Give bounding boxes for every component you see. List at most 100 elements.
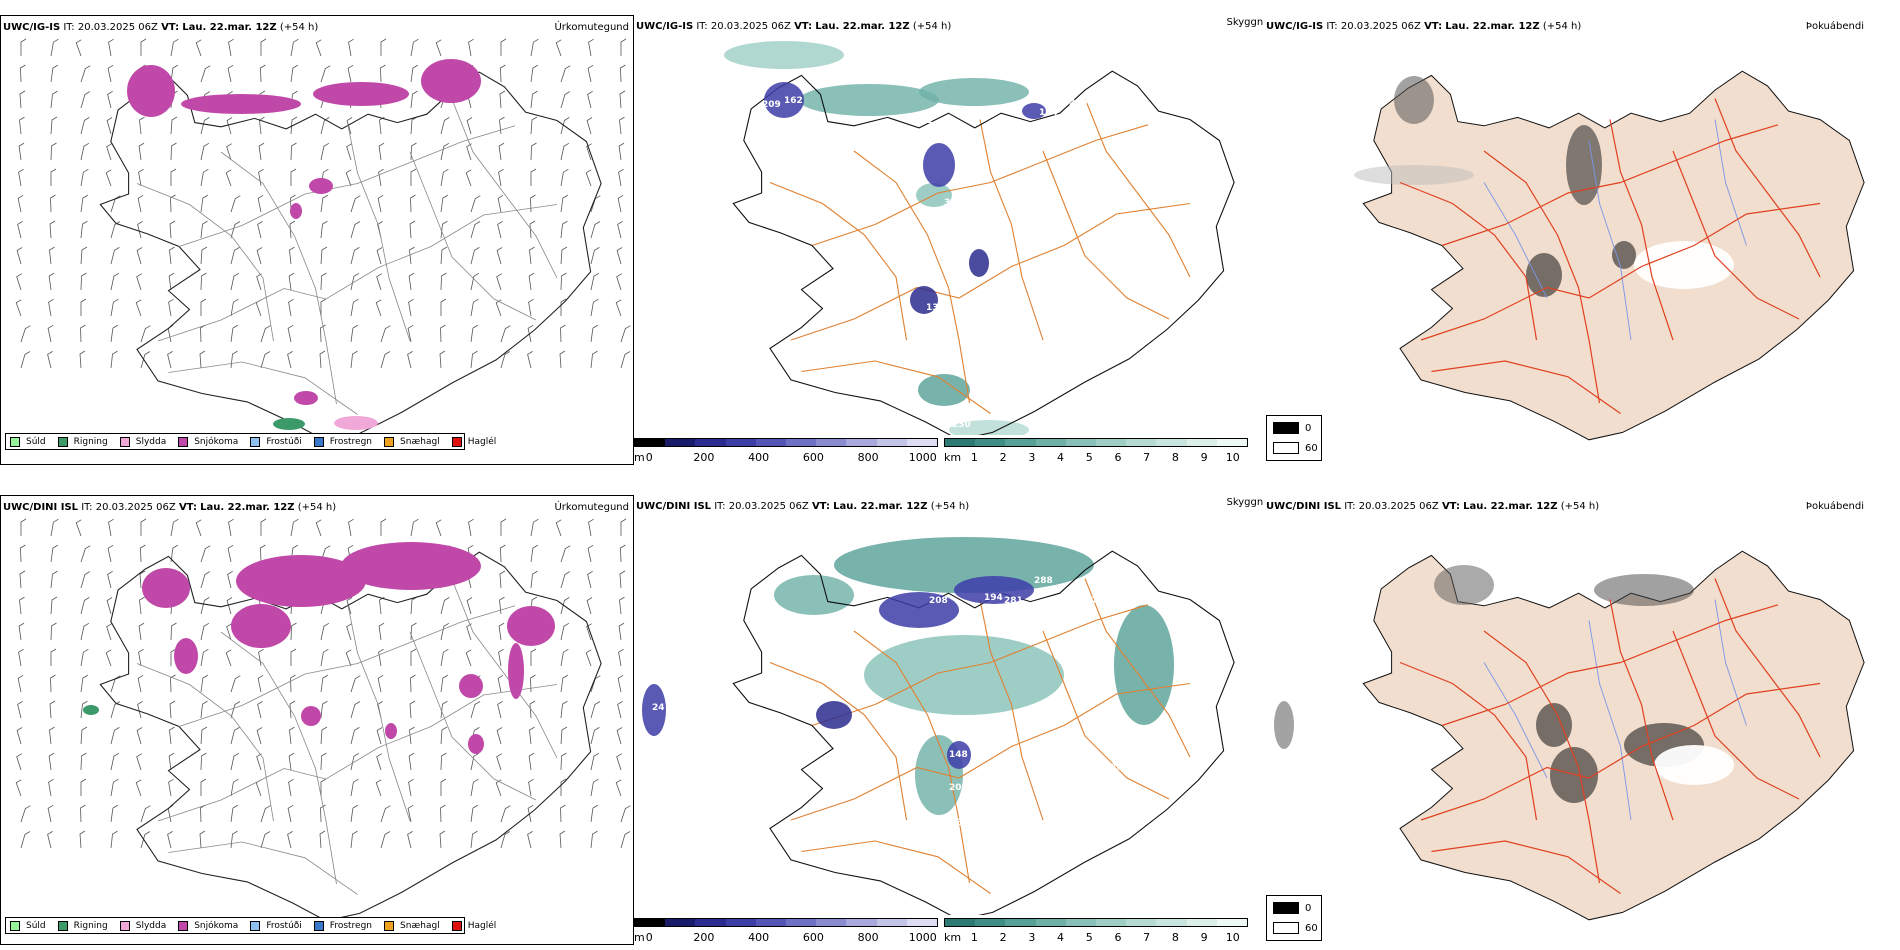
cloudbase-visibility-map: 162209198852286194299309138230190 (724, 41, 1235, 435)
wind-barb (80, 700, 88, 719)
fog-area (1536, 703, 1572, 747)
road (1714, 578, 1821, 758)
tick-label: 600 (802, 451, 824, 464)
wind-barb (497, 701, 503, 719)
wind-barb (527, 324, 534, 343)
wind-barb (260, 518, 267, 536)
fog-legend-max: 60 (1305, 923, 1318, 934)
wind-barb (560, 65, 571, 83)
valid-time: Lau. 22.mar. 12Z (1463, 501, 1558, 512)
tick-label: 4 (1057, 931, 1065, 944)
wind-barb (200, 246, 208, 265)
road (157, 684, 558, 822)
wind-barb (320, 117, 330, 135)
wind-barb (617, 674, 624, 693)
wind-barb (18, 648, 24, 667)
snow-area (313, 82, 409, 106)
cloudbase-value: 24 (652, 703, 665, 713)
wind-barb (170, 168, 177, 186)
cloudbase-cell (910, 286, 938, 314)
cloudbase-value: 523 (1179, 663, 1198, 673)
wind-barb (169, 220, 176, 239)
wind-barb (350, 804, 359, 823)
tick-label: 600 (802, 931, 824, 944)
wind-barb (168, 752, 175, 771)
wind-barb (440, 324, 446, 343)
wind-barb (410, 194, 416, 213)
model-name: UWC/DINI ISL (1266, 501, 1342, 512)
fog-legend-min: 0 (1305, 903, 1312, 914)
legend-swatch (57, 436, 68, 447)
wind-barb (230, 675, 241, 693)
precip-type-title: Úrkomutegund (554, 502, 629, 513)
fog-area (1612, 241, 1636, 269)
river (1588, 140, 1632, 341)
color-step (975, 919, 1006, 926)
wind-barb (226, 117, 233, 135)
wind-barb (618, 142, 625, 161)
wind-barb (466, 597, 473, 615)
wind-barb (80, 674, 89, 693)
tick-label: 1000 (908, 931, 937, 944)
cloudbase-cell (642, 684, 666, 736)
road (1441, 604, 1779, 727)
wind-barb (466, 117, 473, 135)
wind-barb (50, 518, 59, 537)
wind-barb (138, 648, 144, 667)
init-time: IT: 20.03.2025 06Z (714, 501, 809, 512)
wind-barb (226, 623, 232, 641)
wind-barb (560, 142, 570, 161)
color-step (755, 439, 787, 446)
wind-barb (440, 142, 450, 161)
tick-label: 1 (970, 451, 978, 464)
wind-barb (50, 142, 57, 161)
wind-barb (350, 298, 359, 317)
fog-index-map (1274, 550, 1865, 921)
legend-label: Rigning (73, 920, 108, 931)
precip-type-map (15, 518, 631, 922)
wind-barb (260, 351, 271, 369)
color-step (695, 919, 726, 926)
wind-barb (170, 622, 177, 641)
road (1399, 181, 1538, 341)
wind-barb (170, 518, 179, 537)
cloudbase-value: 127 (1079, 596, 1098, 606)
snow-area (468, 734, 484, 754)
wind-barb (139, 570, 146, 589)
wind-barb (200, 545, 211, 563)
cloudbase-color-ramp (634, 438, 938, 447)
color-step (906, 439, 938, 446)
wind-barb (199, 830, 206, 849)
wind-barb (290, 648, 297, 666)
precip-type-panel: UWC/DINI ISL IT: 20.03.2025 06Z VT: Lau.… (0, 495, 634, 945)
fog-areas (1354, 76, 1734, 297)
wind-barb (410, 648, 417, 666)
wind-barb (346, 143, 352, 161)
wind-barb (620, 351, 631, 369)
snow-area (290, 203, 302, 219)
cloudbase-value: 237 (1034, 603, 1053, 613)
wind-barb (200, 726, 208, 745)
color-step (1156, 439, 1187, 446)
road (801, 360, 991, 414)
wind-barb (170, 544, 179, 563)
legend-label: Frostregn (329, 920, 373, 931)
road-network (136, 579, 558, 895)
wind-barb (110, 804, 119, 823)
wind-barb (440, 726, 448, 745)
wind-barb (410, 64, 419, 83)
wind-barb (200, 700, 208, 719)
wind-barb (106, 143, 112, 161)
wind-barb (287, 831, 293, 849)
wind-barb (228, 518, 234, 537)
wind-barb (105, 649, 112, 667)
wind-barb (320, 65, 331, 83)
wind-barb (347, 64, 354, 83)
wind-barb (260, 325, 271, 343)
tick-label: 3 (1028, 931, 1036, 944)
wind-barb (560, 700, 568, 719)
wind-barb (560, 117, 570, 135)
fog-index-map (1354, 70, 1865, 441)
wind-barb (560, 168, 569, 187)
wind-barb (320, 726, 328, 745)
